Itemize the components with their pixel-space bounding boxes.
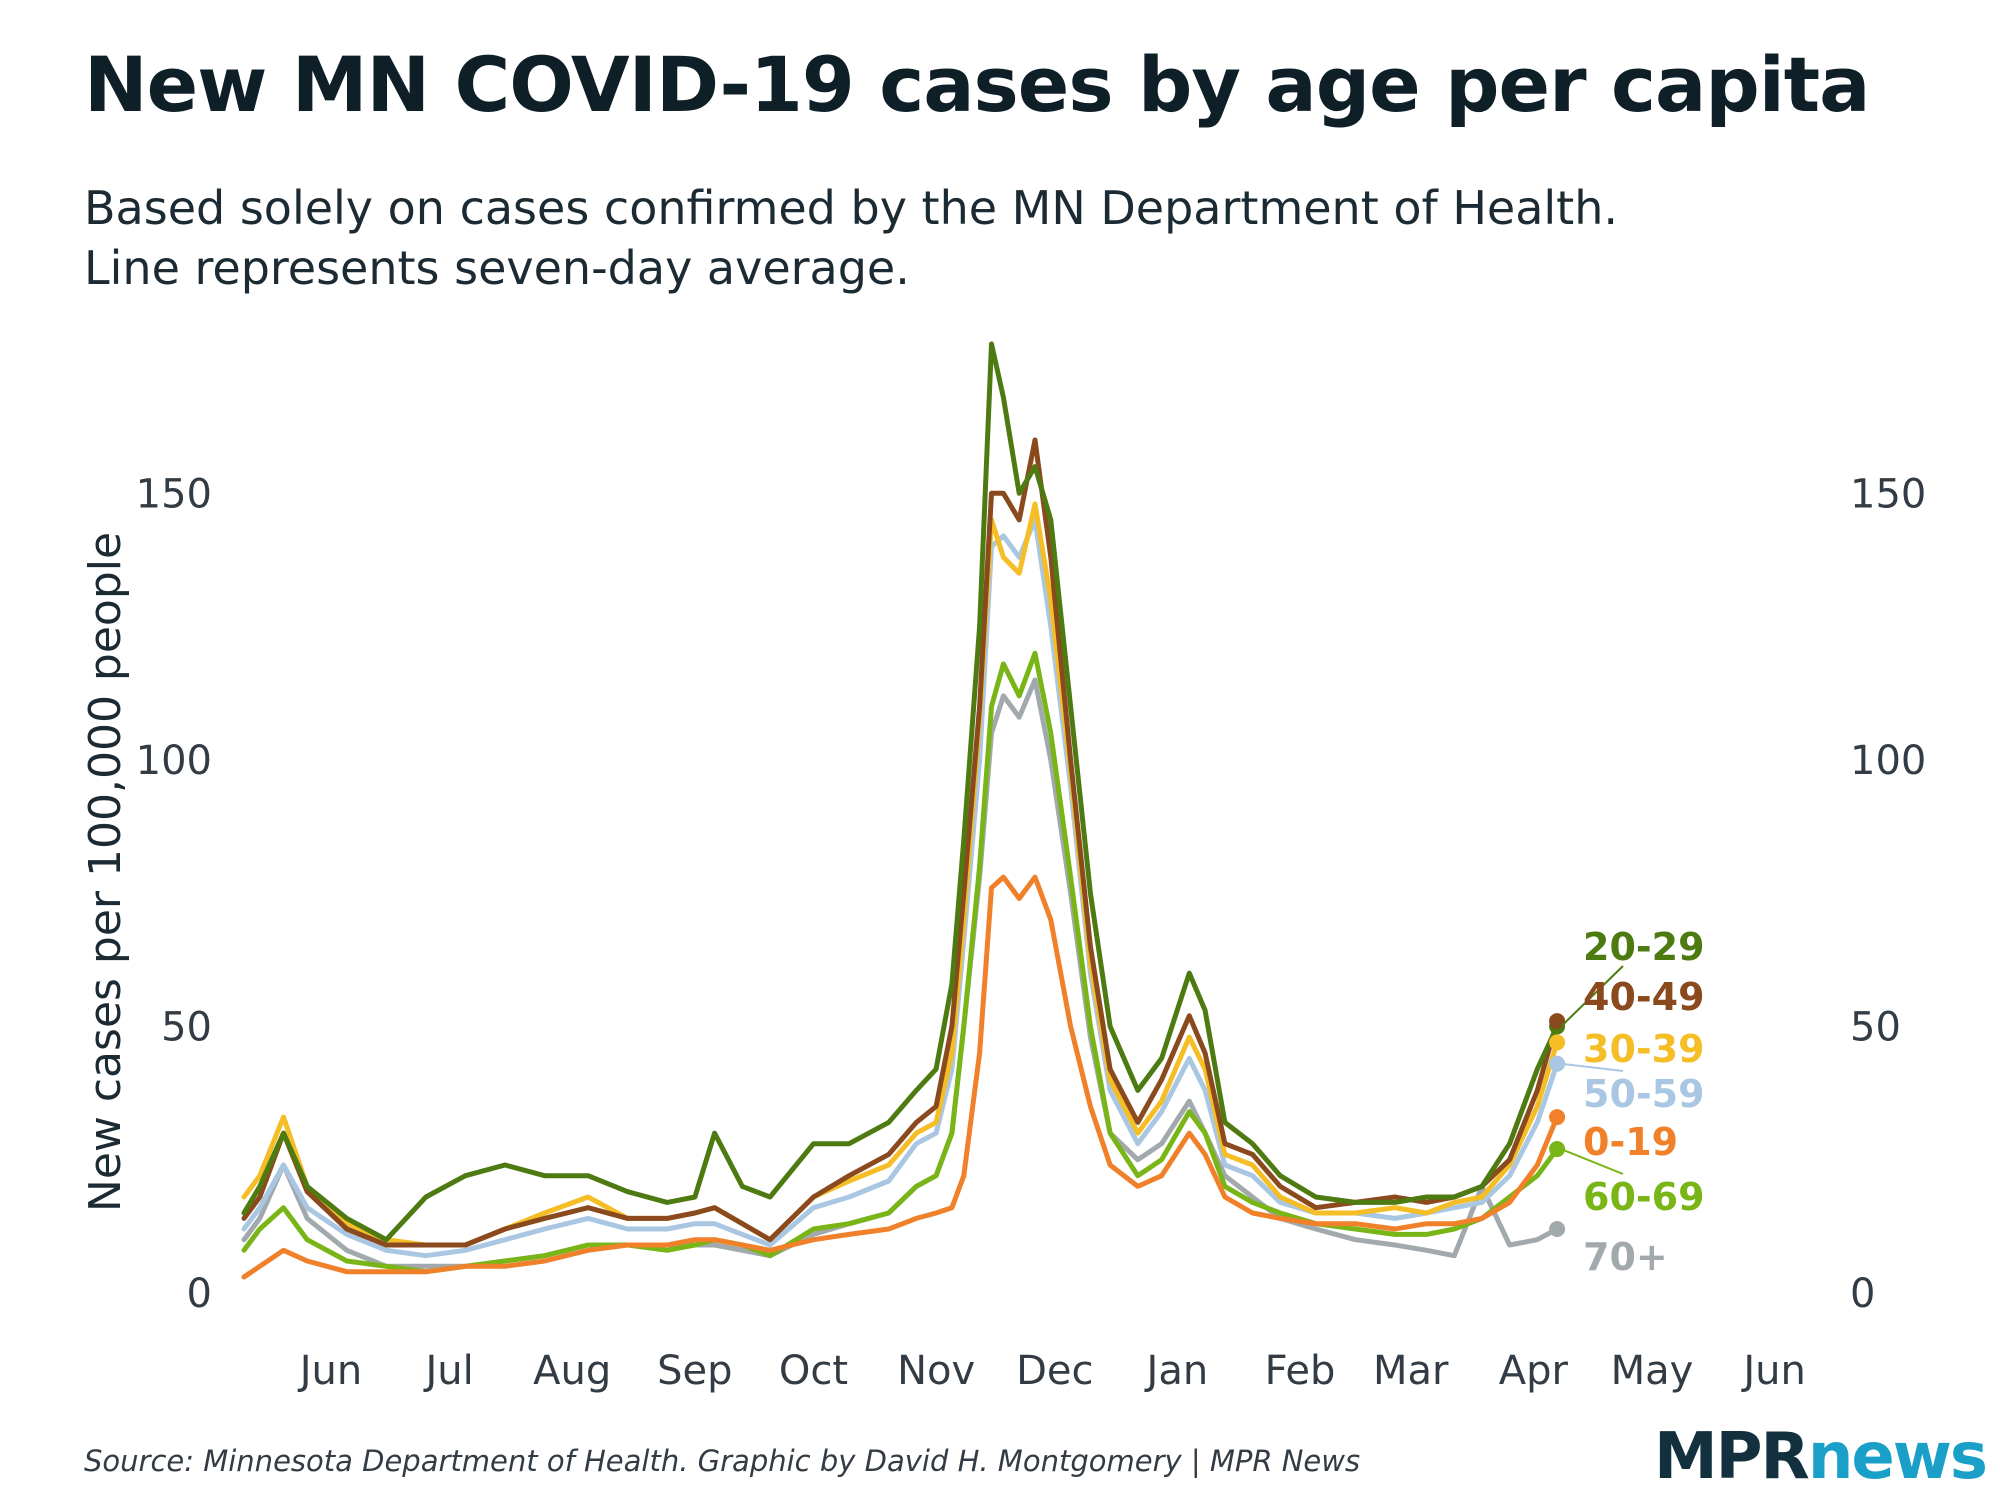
y-axis-label: New cases per 100,000 people <box>80 532 131 1212</box>
x-tick-label: Dec <box>1016 1348 1093 1394</box>
y-tick-label-left: 50 <box>161 1004 212 1050</box>
source-note: Source: Minnesota Department of Health. … <box>84 1444 1361 1478</box>
series-endpoint-60-69 <box>1549 1141 1566 1158</box>
series-label: 60-69 <box>1583 1175 1705 1219</box>
series-line-60-69 <box>241 650 1560 1275</box>
subtitle: Based solely on cases confirmed by the M… <box>84 178 1618 298</box>
series-endpoint-0-19 <box>1549 1109 1566 1126</box>
x-tick-label: Oct <box>779 1348 848 1394</box>
subtitle-line-2: Line represents seven-day average. <box>84 241 910 295</box>
y-tick-label-left: 0 <box>187 1271 212 1317</box>
x-tick-label: Jun <box>1740 1348 1806 1394</box>
mpr-news-logo: MPRnews <box>1653 1420 1988 1494</box>
page-title: New MN COVID-19 cases by age per capita <box>84 40 1870 129</box>
y-tick-label-right: 50 <box>1850 1004 1901 1050</box>
series-line-70plus <box>241 677 1560 1269</box>
logo-news: news <box>1807 1420 1988 1494</box>
series-label-leader <box>1560 1062 1624 1072</box>
x-tick-label: Mar <box>1373 1348 1449 1394</box>
y-tick-label-right: 100 <box>1850 738 1926 784</box>
x-tick-label: Feb <box>1265 1348 1336 1394</box>
series-label-leader <box>1560 965 1624 1028</box>
y-tick-label-right: 150 <box>1850 471 1926 517</box>
series-label: 50-59 <box>1583 1072 1705 1116</box>
series-endpoint-30-39 <box>1549 1034 1566 1051</box>
series-endpoint-40-49 <box>1549 1013 1566 1030</box>
x-tick-label: Apr <box>1499 1348 1569 1394</box>
series-label: 70+ <box>1583 1235 1668 1279</box>
x-tick-label: Nov <box>897 1348 975 1394</box>
series-label-leader <box>1560 1148 1624 1175</box>
x-tick-label: May <box>1611 1348 1694 1394</box>
x-tick-label: Jun <box>297 1348 363 1394</box>
y-tick-label-right: 0 <box>1850 1271 1875 1317</box>
series-endpoint-50-59 <box>1549 1055 1566 1072</box>
series-line-0-19 <box>241 874 1560 1280</box>
series-endpoint-70plus <box>1549 1221 1566 1238</box>
x-tick-label: Sep <box>657 1348 732 1394</box>
series-label: 30-39 <box>1583 1027 1705 1071</box>
series-line-30-39 <box>241 501 1560 1248</box>
series-line-40-49 <box>241 437 1560 1248</box>
series-line-50-59 <box>241 517 1560 1259</box>
x-tick-label: Aug <box>533 1348 611 1394</box>
y-tick-label-left: 100 <box>136 738 212 784</box>
x-tick-label: Jan <box>1144 1348 1209 1394</box>
series-label: 40-49 <box>1583 975 1705 1019</box>
x-tick-label: Jul <box>422 1348 473 1394</box>
y-tick-label-left: 150 <box>136 471 212 517</box>
series-line-20-29 <box>241 341 1560 1243</box>
subtitle-line-1: Based solely on cases confirmed by the M… <box>84 181 1618 235</box>
series-label: 0-19 <box>1583 1120 1678 1164</box>
series-label: 20-29 <box>1583 925 1705 969</box>
logo-mpr: MPR <box>1653 1420 1810 1494</box>
